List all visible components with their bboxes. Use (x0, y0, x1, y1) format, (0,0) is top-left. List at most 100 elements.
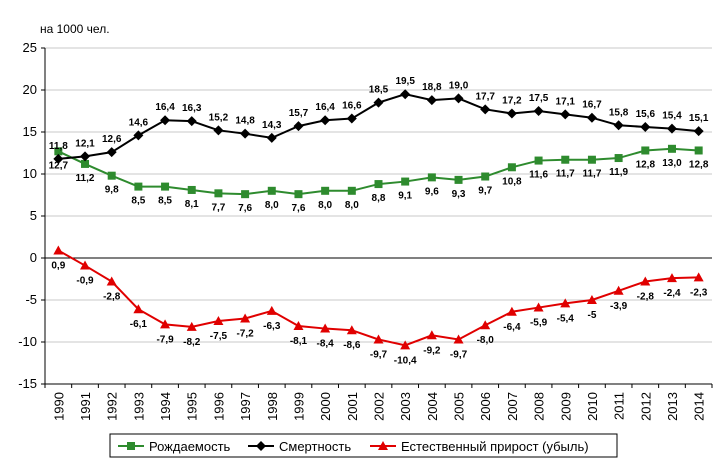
series-1 (54, 144, 703, 199)
data-point (53, 153, 64, 164)
data-point (533, 302, 544, 312)
data-label: -6,1 (130, 319, 148, 330)
data-label: -3,9 (610, 301, 628, 312)
data-label: -8,0 (477, 335, 495, 346)
data-label: 15,7 (289, 108, 309, 119)
data-point (506, 108, 517, 119)
legend-item: Рождаемость (118, 439, 231, 454)
data-label: 0,9 (51, 260, 65, 271)
data-point (160, 319, 171, 329)
data-point (107, 171, 116, 180)
x-tick-label: 2002 (372, 392, 387, 421)
data-label: 8,0 (345, 200, 359, 211)
data-point (640, 276, 651, 286)
data-label: 16,7 (582, 100, 602, 111)
data-label: 16,4 (155, 102, 175, 113)
data-point (266, 305, 277, 315)
x-tick-label: 1999 (291, 392, 306, 421)
y-tick-label: 25 (23, 40, 37, 55)
data-point (267, 186, 276, 195)
data-label: -9,2 (423, 345, 441, 356)
data-point (613, 285, 624, 295)
data-point (347, 186, 356, 195)
data-label: 12,8 (689, 159, 709, 170)
data-label: 19,5 (395, 76, 415, 87)
data-point (346, 113, 357, 124)
data-point (534, 156, 543, 165)
data-label: -5,9 (530, 318, 548, 329)
series-2 (53, 89, 704, 164)
data-point (213, 316, 224, 325)
x-tick-label: 1996 (211, 392, 226, 421)
data-label: 12,1 (75, 138, 95, 149)
data-point (666, 123, 677, 134)
x-tick-label: 2000 (318, 392, 333, 421)
data-point (506, 306, 517, 316)
data-point (321, 186, 330, 195)
data-label: -8,6 (343, 340, 361, 351)
data-label: 12,7 (49, 160, 69, 171)
data-label: 15,2 (209, 112, 229, 123)
data-label: 19,0 (449, 80, 469, 91)
data-label: -5,4 (557, 313, 575, 324)
data-label: 11,8 (49, 141, 68, 152)
y-tick-label: 5 (30, 208, 37, 223)
data-point (666, 273, 677, 283)
data-labels-layer: 12,7 11,2 9,8 8,5 8,5 8,1 7,7 7,6 8,0 7,6 8,0 8,0 8,… (49, 76, 709, 366)
data-point (480, 320, 491, 330)
data-point (427, 173, 436, 182)
legend-label: Естественный прирост (убыль) (401, 439, 589, 454)
data-point (81, 159, 90, 168)
unit-label: на 1000 чел. (40, 22, 110, 36)
data-point (453, 334, 464, 344)
data-label: 14,8 (235, 116, 255, 127)
data-point (614, 154, 623, 163)
data-point (507, 163, 516, 172)
x-tick-label: 1992 (105, 392, 120, 421)
data-label: -7,2 (236, 328, 254, 339)
data-point (693, 272, 704, 282)
y-tick-label: 15 (23, 124, 37, 139)
x-tick-label: 2009 (558, 392, 573, 421)
x-tick-label: 2004 (425, 392, 440, 421)
data-label: 10,8 (502, 176, 522, 187)
data-label: -10,4 (394, 355, 417, 366)
data-point (378, 441, 388, 450)
data-point (587, 155, 596, 164)
series-layer (53, 89, 704, 350)
x-tick-label: 1994 (158, 392, 173, 421)
x-tick-label: 1991 (78, 392, 93, 421)
data-label: 17,7 (475, 91, 495, 102)
x-tick-label: 2005 (452, 392, 467, 421)
data-point (133, 130, 144, 141)
data-point (80, 260, 91, 270)
x-tick-label: 1993 (131, 392, 146, 421)
data-label: 15,6 (636, 109, 656, 120)
data-point (373, 334, 384, 344)
data-point (560, 298, 571, 308)
data-label: 12,8 (636, 159, 656, 170)
data-label: -7,9 (156, 334, 174, 345)
legend-label: Рождаемость (149, 439, 231, 454)
legend-item: Смертность (248, 439, 351, 454)
data-point (454, 175, 463, 184)
data-label: 9,1 (398, 191, 412, 202)
data-point (426, 95, 437, 106)
data-point (186, 116, 197, 127)
data-label: -2,4 (663, 288, 681, 299)
data-point (240, 128, 251, 139)
legend: Рождаемость Смертность Естественный прирос… (109, 433, 618, 458)
x-tick-label: 2010 (585, 392, 600, 421)
data-point (160, 115, 171, 126)
data-point (127, 442, 135, 450)
data-point (373, 97, 384, 108)
x-tick-label: 1990 (51, 392, 66, 421)
x-axis-ticks: 1990 1991 1992 1993 1994 1995 1996 1997 1998 1999… (44, 383, 713, 421)
data-label: -7,5 (210, 331, 228, 342)
data-label: -2,8 (103, 292, 121, 303)
x-tick-label: 1997 (238, 392, 253, 421)
data-point (560, 109, 571, 120)
data-label: 17,5 (529, 93, 549, 104)
x-tick-label: 2012 (638, 392, 653, 421)
data-label: 17,2 (502, 96, 522, 107)
